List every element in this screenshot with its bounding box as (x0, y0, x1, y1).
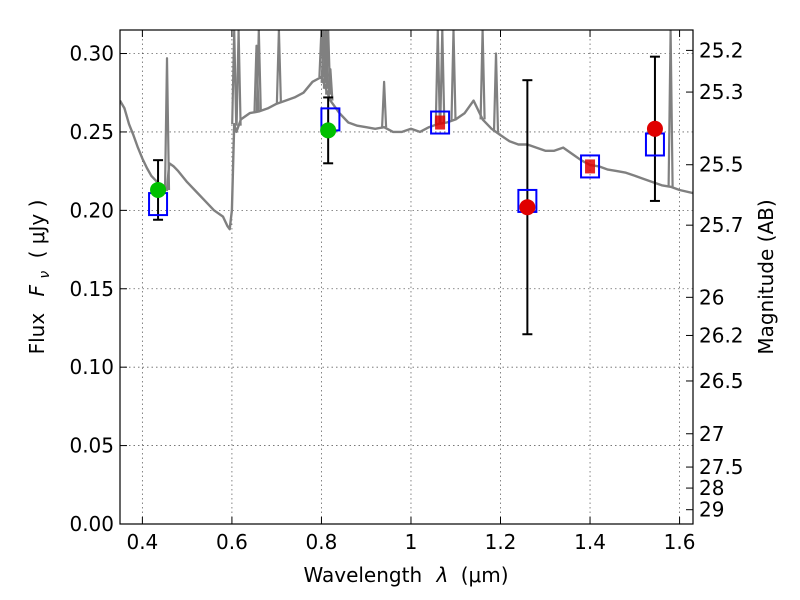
emission-line-spike (231, 30, 238, 125)
detection-point (150, 181, 167, 198)
mag-tick-label: 25.2 (699, 38, 744, 62)
mag-tick-label: 26 (699, 285, 724, 309)
observed-small-marker (435, 115, 446, 130)
emission-line-spike (381, 80, 388, 128)
emission-line-spike (327, 68, 334, 101)
plot-frame (119, 29, 694, 525)
y-tick-label: 0.15 (69, 277, 114, 301)
y-tick-label: 0.25 (69, 120, 114, 144)
y-axis-label: Flux F ν ( μJy ) (25, 200, 54, 355)
y-axis-label-text: Flux (25, 313, 49, 355)
mag-tick-label: 27.5 (699, 455, 744, 479)
emission-line-spike (439, 30, 446, 124)
mag-tick-label: 25.5 (699, 153, 744, 177)
mag-tick-label: 29 (699, 498, 724, 522)
mag-tick-label: 26.2 (699, 323, 744, 347)
emission-line-spike (450, 30, 457, 121)
model-spectrum-line (120, 75, 693, 231)
low-significance-point (519, 199, 536, 216)
low-significance-point (646, 120, 663, 137)
y-tick-label: 0.20 (69, 198, 114, 222)
y-axis-label-subscript: ν (37, 271, 53, 279)
mag-tick-label: 25.3 (699, 80, 744, 104)
emission-line-spike (479, 30, 486, 120)
emission-line-spike (255, 30, 262, 112)
x-tick-label: 1.2 (485, 530, 517, 554)
emission-line-spike (275, 30, 282, 103)
observed-small-marker (585, 159, 596, 174)
x-axis-label: Wavelength λ (μm) (303, 563, 508, 587)
x-axis-label-symbol: λ (436, 563, 449, 587)
plot-area (120, 30, 693, 336)
emission-line-spike (492, 52, 500, 132)
emission-line-spike (235, 30, 242, 126)
x-tick-label: 0.4 (126, 530, 158, 554)
detection-point (320, 122, 337, 139)
emission-line-spike (667, 30, 674, 187)
mag-tick-label: 27 (699, 422, 724, 446)
emission-line-spike (163, 57, 171, 191)
y-axis-label-unit: ( μJy ) (25, 200, 49, 259)
x-tick-label: 1.4 (574, 530, 606, 554)
model-photometry-box (580, 154, 601, 179)
x-axis-label-text: Wavelength (303, 563, 422, 587)
y2-axis-label: Magnitude (AB) (754, 199, 778, 354)
grid-lines (120, 30, 693, 525)
x-tick-label: 0.6 (216, 530, 248, 554)
y-axis-label-symbol: F (25, 284, 49, 296)
emission-line-spike (434, 30, 441, 125)
x-tick-label: 1 (405, 530, 418, 554)
x-tick-label: 1.6 (664, 530, 696, 554)
model-photometry-box (430, 110, 451, 135)
y-tick-label: 0.30 (69, 42, 114, 66)
mag-tick-label: 28 (699, 476, 724, 500)
mag-tick-label: 26.5 (699, 369, 744, 393)
x-axis-label-unit: (μm) (461, 563, 509, 587)
mag-tick-label: 25.7 (699, 213, 744, 237)
x-tick-label: 0.8 (306, 530, 338, 554)
axis-ticks: 0.4 0.6 0.8 1 1.2 1.4 1.6 0.00 0.05 0.10 0.15 0.20 0… (69, 30, 744, 554)
y-tick-label: 0.05 (69, 434, 114, 458)
y-tick-label: 0.10 (69, 355, 114, 379)
y-tick-label: 0.00 (69, 512, 114, 536)
